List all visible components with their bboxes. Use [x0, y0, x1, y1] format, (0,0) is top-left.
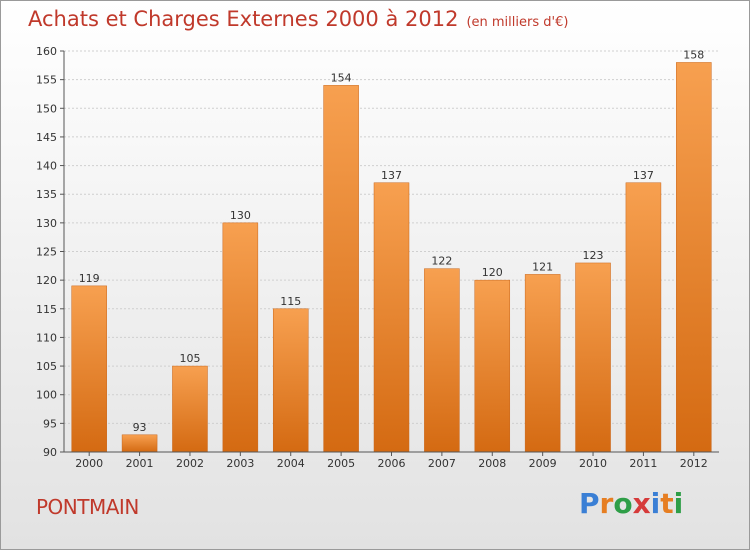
bar [625, 182, 662, 453]
bar [272, 308, 309, 453]
logo-letter: t [660, 487, 674, 520]
y-tick-label: 145 [36, 131, 57, 144]
x-tick-label: 2001 [126, 457, 154, 470]
y-tick-label: 110 [36, 331, 57, 344]
y-tick-label: 115 [36, 303, 57, 316]
bar [222, 222, 259, 453]
logo-letter: i [650, 487, 661, 520]
y-tick-label: 125 [36, 246, 57, 259]
bar-value-label: 123 [583, 249, 604, 262]
y-tick-label: 95 [43, 417, 57, 430]
x-tick-label: 2005 [327, 457, 355, 470]
y-tick-label: 120 [36, 274, 57, 287]
x-tick-label: 2009 [529, 457, 557, 470]
y-tick-label: 105 [36, 360, 57, 373]
bar-value-label: 93 [133, 421, 147, 434]
logo-letter: x [632, 487, 651, 520]
chart-title: Achats et Charges Externes 2000 à 2012 (e… [28, 7, 568, 31]
chart-unit: (en milliers d'€) [466, 15, 569, 30]
x-tick-label: 2007 [428, 457, 456, 470]
logo-letter: r [599, 487, 614, 520]
bar-value-label: 130 [230, 209, 251, 222]
y-tick-label: 160 [36, 45, 57, 58]
bar-value-label: 120 [482, 266, 503, 279]
bar-value-label: 137 [381, 169, 402, 182]
bar-layer: 119 93 105 130 115 154 137 122 120 121 123 137 158 [71, 48, 712, 453]
logo-letter: P [579, 487, 600, 520]
y-tick-label: 140 [36, 160, 57, 173]
proxiti-logo: Proxiti [579, 487, 683, 520]
bar-value-label: 121 [532, 260, 553, 273]
bar [676, 62, 712, 453]
bar-value-label: 105 [179, 352, 200, 365]
x-tick-label: 2004 [277, 457, 305, 470]
x-tick-label: 2006 [378, 457, 406, 470]
axis-layer: 90 95 100 105 110 115 120 125 130 135 140 145 150 155… [36, 45, 719, 470]
bar [524, 274, 561, 453]
x-tick-label: 2002 [176, 457, 204, 470]
x-tick-label: 2003 [226, 457, 254, 470]
bar [424, 268, 460, 453]
bar [121, 434, 158, 453]
logo-letter: o [613, 487, 633, 520]
chart-title-text: Achats et Charges Externes 2000 à 2012 [28, 7, 459, 31]
y-tick-label: 130 [36, 217, 57, 230]
bar [575, 262, 611, 453]
bar [172, 365, 208, 453]
bar [474, 279, 511, 453]
bar-value-label: 154 [331, 71, 352, 84]
x-tick-label: 2008 [478, 457, 506, 470]
commune-name: PONTMAIN [36, 495, 139, 519]
bar-value-label: 122 [431, 255, 452, 268]
bar-value-label: 115 [280, 295, 301, 308]
y-tick-label: 135 [36, 188, 57, 201]
bar-value-label: 158 [683, 48, 704, 61]
y-tick-label: 100 [36, 389, 57, 402]
bar [323, 85, 359, 453]
x-tick-label: 2011 [629, 457, 657, 470]
y-tick-label: 90 [43, 446, 57, 459]
x-tick-label: 2010 [579, 457, 607, 470]
bar [373, 182, 410, 453]
x-tick-label: 2000 [75, 457, 103, 470]
y-tick-label: 150 [36, 102, 57, 115]
bar-value-label: 119 [79, 272, 100, 285]
bar [71, 285, 107, 453]
y-tick-label: 155 [36, 74, 57, 87]
logo-letter: i [673, 487, 684, 520]
x-tick-label: 2012 [680, 457, 708, 470]
bar-value-label: 137 [633, 169, 654, 182]
